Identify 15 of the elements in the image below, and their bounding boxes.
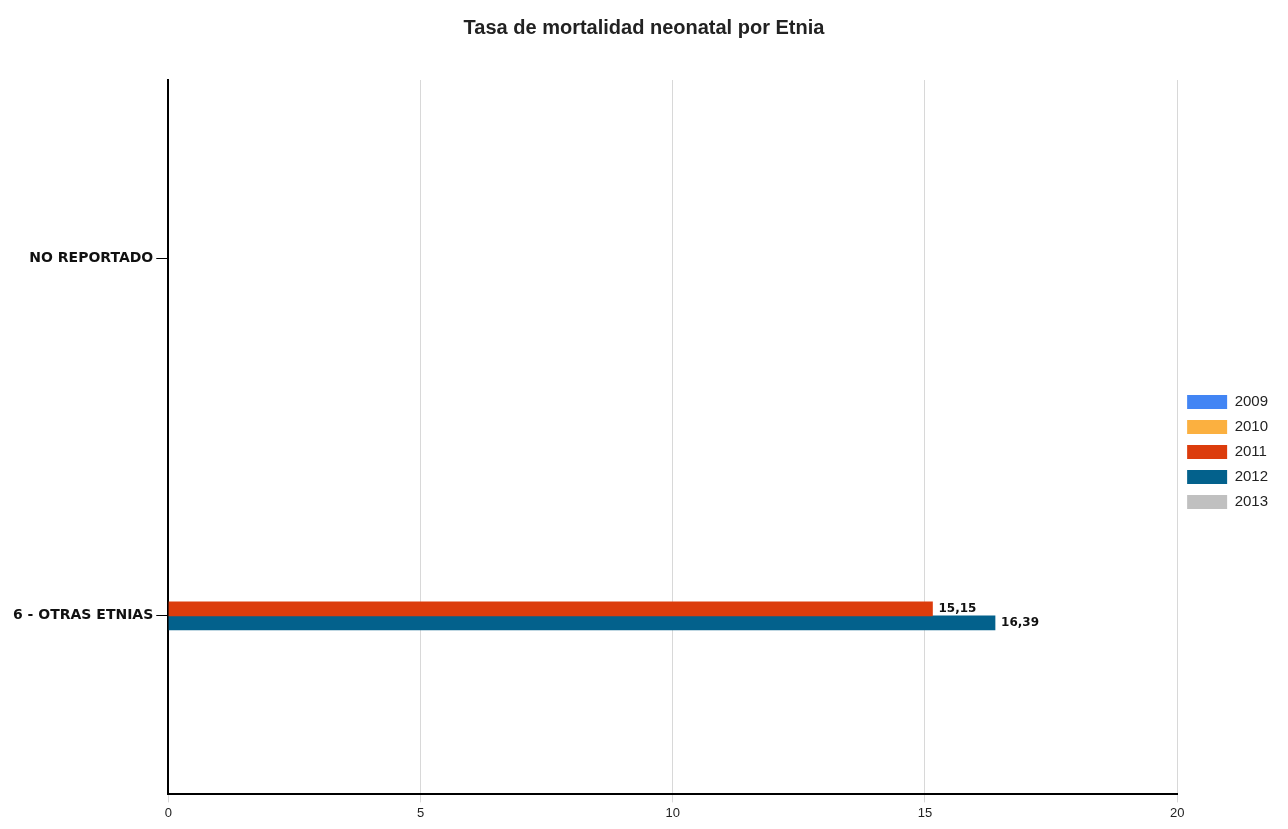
- chart-title: Tasa de mortalidad neonatal por Etnia: [462, 16, 826, 39]
- legend-label: 2009: [1234, 392, 1269, 410]
- legend-label: 2012: [1234, 467, 1269, 485]
- legend-label: 2011: [1234, 442, 1267, 460]
- x-tick-label: 15: [917, 804, 933, 820]
- x-tick-label: 10: [665, 804, 680, 820]
- x-tick-label: 5: [416, 804, 425, 820]
- y-tick-label: NO REPORTADO: [29, 249, 154, 266]
- y-tick-label: 6 - OTRAS ETNIAS: [13, 606, 154, 623]
- x-tick-label: 0: [164, 804, 172, 820]
- legend-label: 2013: [1234, 492, 1269, 510]
- data-label: 15,15: [938, 600, 977, 615]
- x-tick-label: 20: [1169, 804, 1185, 820]
- data-label: 16,39: [1001, 614, 1039, 629]
- legend-label: 2010: [1234, 417, 1269, 435]
